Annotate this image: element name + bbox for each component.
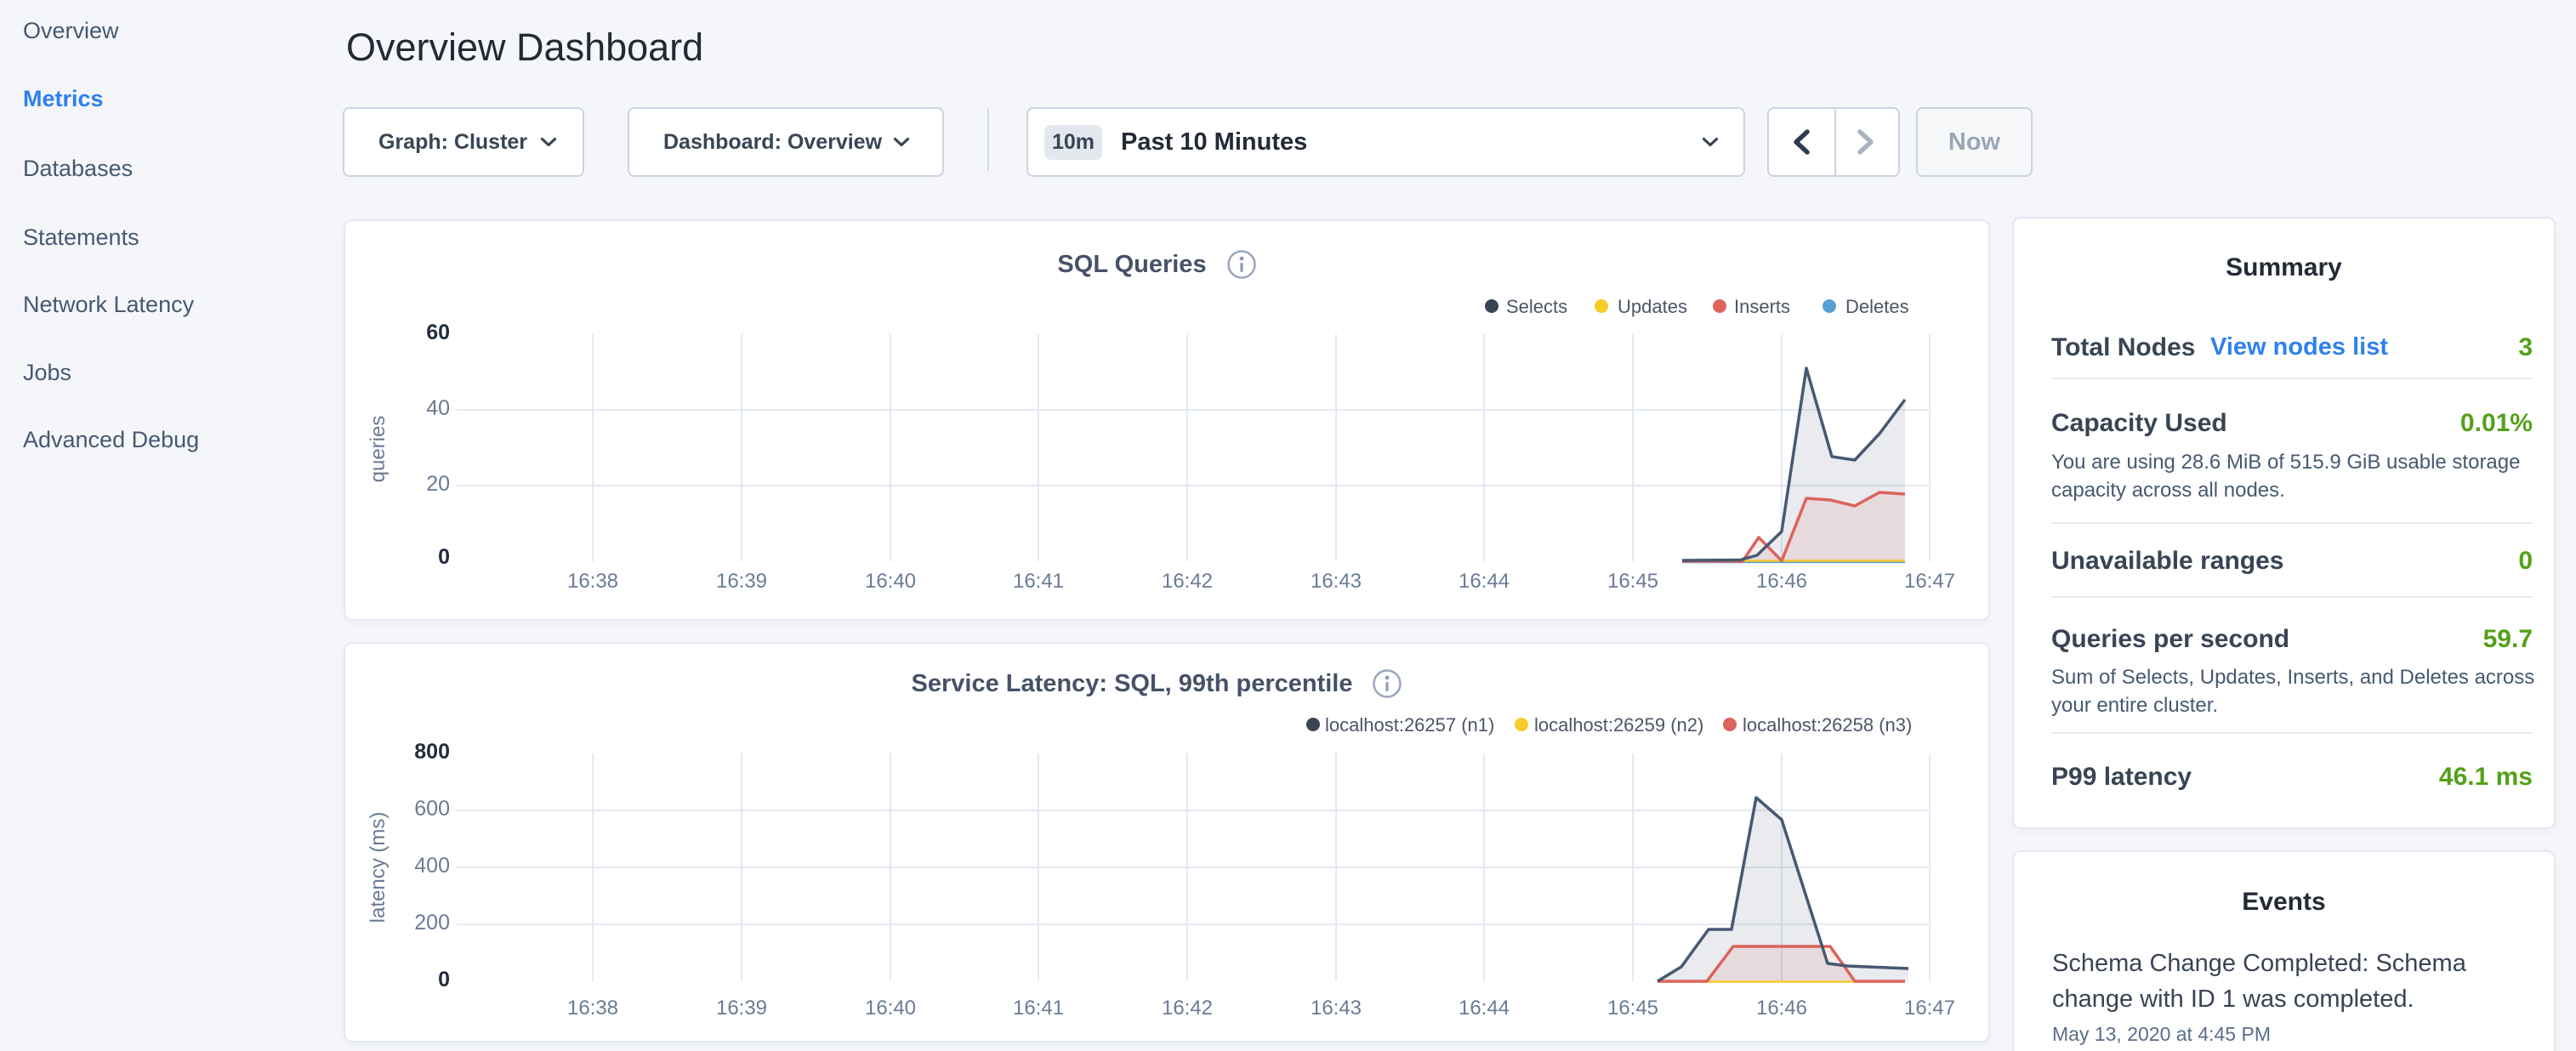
svg-text:16:43: 16:43 [1311, 570, 1362, 593]
svg-text:Updates: Updates [1618, 296, 1687, 317]
svg-text:16:44: 16:44 [1459, 997, 1510, 1020]
svg-text:16:42: 16:42 [1162, 997, 1213, 1020]
svg-text:16:41: 16:41 [1013, 997, 1064, 1020]
svg-text:200: 200 [414, 911, 450, 935]
svg-text:600: 600 [414, 797, 450, 821]
svg-text:16:46: 16:46 [1756, 570, 1807, 593]
svg-text:0: 0 [438, 968, 450, 991]
svg-text:16:44: 16:44 [1459, 570, 1510, 593]
svg-text:Selects: Selects [1506, 296, 1567, 317]
svg-text:16:40: 16:40 [865, 570, 916, 593]
svg-text:localhost:26258 (n3): localhost:26258 (n3) [1743, 714, 1912, 736]
svg-text:40: 40 [426, 396, 450, 420]
svg-text:localhost:26257 (n1): localhost:26257 (n1) [1325, 714, 1494, 736]
svg-text:16:42: 16:42 [1162, 570, 1213, 593]
svg-text:16:47: 16:47 [1904, 570, 1955, 593]
svg-text:Deletes: Deletes [1845, 296, 1909, 317]
svg-text:16:43: 16:43 [1311, 997, 1362, 1020]
svg-text:16:45: 16:45 [1607, 997, 1658, 1020]
svg-text:16:38: 16:38 [567, 570, 618, 593]
svg-text:16:38: 16:38 [567, 997, 618, 1020]
svg-text:Inserts: Inserts [1734, 296, 1790, 317]
svg-text:60: 60 [426, 321, 450, 344]
svg-text:16:46: 16:46 [1756, 997, 1807, 1020]
svg-text:0: 0 [438, 545, 450, 569]
svg-text:16:40: 16:40 [865, 997, 916, 1020]
svg-text:800: 800 [414, 740, 450, 764]
svg-text:16:39: 16:39 [716, 997, 767, 1020]
svg-text:16:47: 16:47 [1904, 997, 1955, 1020]
svg-text:400: 400 [414, 854, 450, 878]
svg-text:16:39: 16:39 [716, 570, 767, 593]
svg-text:localhost:26259 (n2): localhost:26259 (n2) [1534, 714, 1703, 736]
svg-text:queries: queries [367, 416, 390, 483]
svg-text:20: 20 [426, 472, 450, 496]
svg-text:16:41: 16:41 [1013, 570, 1064, 593]
svg-text:latency (ms): latency (ms) [367, 812, 390, 923]
svg-text:16:45: 16:45 [1607, 570, 1658, 593]
